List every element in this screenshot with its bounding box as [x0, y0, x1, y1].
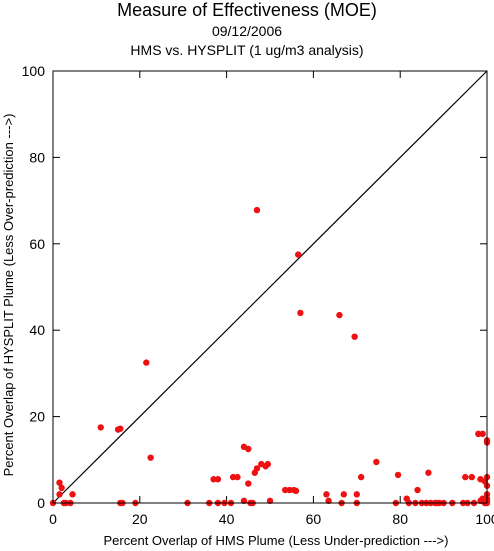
data-point [336, 311, 343, 319]
data-point [297, 309, 304, 317]
y-axis-label: Percent Overlap of HYSPLIT Plume (Less O… [1, 114, 16, 477]
data-point [462, 473, 469, 481]
data-point [479, 430, 486, 438]
data-point [264, 460, 272, 468]
data-point [56, 491, 63, 498]
data-point [253, 465, 261, 472]
y-tick-label: 40 [29, 322, 45, 338]
x-tick-label: 0 [49, 511, 57, 527]
data-point [414, 486, 421, 494]
data-point [214, 476, 222, 483]
x-tick-label: 100 [475, 511, 494, 527]
data-point [147, 454, 154, 461]
x-tick-label: 40 [219, 511, 235, 527]
data-point [357, 473, 365, 481]
data-point [234, 473, 241, 481]
data-point [425, 469, 432, 476]
reference-line-layer [52, 70, 488, 504]
plot-frame [52, 70, 488, 504]
y-tick-label: 100 [22, 63, 46, 79]
data-point [394, 471, 402, 479]
data-point [253, 206, 261, 214]
data-point [240, 497, 248, 505]
chart-subtitle: HMS vs. HYSPLIT (1 ug/m3 analysis) [130, 42, 364, 58]
data-point [323, 491, 330, 498]
data-point [143, 359, 150, 366]
data-point [58, 484, 65, 492]
x-tick-label: 60 [306, 511, 322, 527]
y-tick-label: 20 [29, 409, 45, 425]
data-point [468, 473, 476, 481]
data-point [295, 251, 302, 258]
data-point [266, 497, 274, 505]
data-point [353, 491, 360, 498]
chart-date: 09/12/2006 [211, 23, 283, 39]
data-point [245, 445, 252, 453]
x-axis-label: Percent Overlap of HMS Plume (Less Under… [104, 533, 449, 548]
data-point [292, 487, 300, 495]
data-point [325, 497, 332, 505]
x-tick-label: 20 [132, 511, 148, 527]
data-point [69, 491, 76, 498]
data-point [351, 333, 358, 340]
data-point [245, 480, 252, 487]
chart-title: Measure of Effectiveness (MOE) [117, 0, 377, 20]
data-point [340, 491, 347, 498]
y-tick-label: 0 [37, 495, 45, 511]
tick-layer: 0 20 40 60 80 100 0 20 40 60 80 100 [22, 63, 494, 527]
y-tick-label: 60 [29, 236, 45, 252]
data-point [97, 424, 104, 431]
x-tick-label: 80 [392, 511, 408, 527]
data-point [373, 458, 380, 466]
diagonal-reference-line [52, 70, 488, 504]
y-tick-label: 80 [29, 149, 45, 165]
data-point [56, 479, 63, 486]
data-point [117, 425, 124, 432]
point-layer [49, 206, 491, 507]
